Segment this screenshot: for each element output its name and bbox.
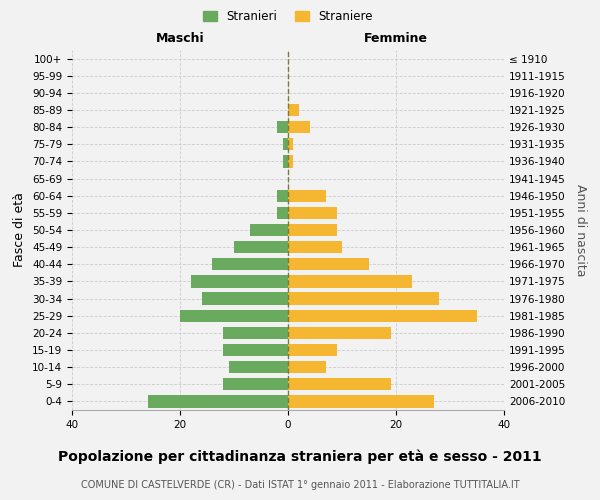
Bar (288, 206, 337, 219)
Bar (234, 241, 288, 254)
Bar (212, 258, 288, 270)
Bar (191, 276, 288, 287)
Bar (288, 121, 310, 134)
Bar (250, 224, 288, 236)
Bar (288, 138, 293, 150)
Bar (202, 292, 288, 304)
Bar (288, 378, 391, 390)
Bar (283, 156, 288, 168)
Bar (288, 104, 299, 116)
Bar (288, 326, 391, 339)
Legend: Stranieri, Straniere: Stranieri, Straniere (198, 6, 378, 28)
Bar (288, 190, 326, 202)
Text: Popolazione per cittadinanza straniera per età e sesso - 2011: Popolazione per cittadinanza straniera p… (58, 450, 542, 464)
Bar (229, 361, 288, 374)
Y-axis label: Fasce di età: Fasce di età (13, 192, 26, 268)
Bar (288, 156, 293, 168)
Bar (288, 292, 439, 304)
Bar (223, 378, 288, 390)
Bar (288, 276, 412, 287)
Bar (288, 224, 337, 236)
Bar (288, 241, 342, 254)
Bar (288, 344, 337, 356)
Bar (277, 190, 288, 202)
Bar (223, 344, 288, 356)
Bar (288, 310, 477, 322)
Bar (288, 361, 326, 374)
Text: Maschi: Maschi (155, 32, 205, 45)
Bar (283, 138, 288, 150)
Bar (180, 310, 288, 322)
Bar (148, 396, 288, 407)
Bar (288, 258, 369, 270)
Bar (288, 396, 434, 407)
Bar (277, 206, 288, 219)
Y-axis label: Anni di nascita: Anni di nascita (574, 184, 587, 276)
Bar (277, 121, 288, 134)
Text: COMUNE DI CASTELVERDE (CR) - Dati ISTAT 1° gennaio 2011 - Elaborazione TUTTITALI: COMUNE DI CASTELVERDE (CR) - Dati ISTAT … (80, 480, 520, 490)
Bar (223, 326, 288, 339)
Text: Femmine: Femmine (364, 32, 428, 45)
